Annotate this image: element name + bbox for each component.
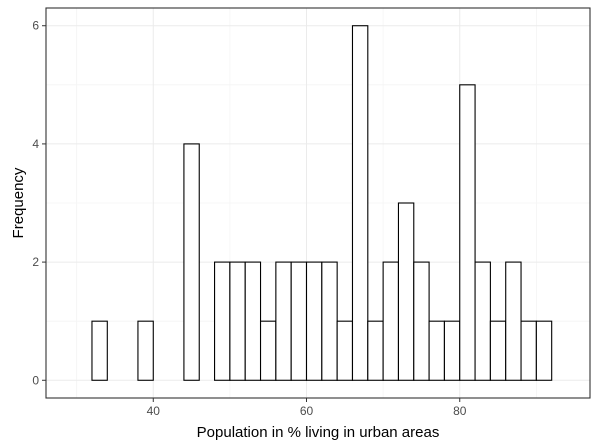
histogram-bar <box>428 320 445 381</box>
y-tick-label: 0 <box>32 373 39 387</box>
y-tick-label: 4 <box>32 137 39 151</box>
x-axis-title: Population in % living in urban areas <box>197 424 440 441</box>
histogram-bar <box>489 320 507 381</box>
histogram-bar <box>443 320 461 381</box>
histogram-bar <box>336 320 354 381</box>
histogram-bar <box>397 202 415 381</box>
histogram-bar <box>535 320 553 381</box>
histogram-bar <box>505 261 522 381</box>
y-tick-label: 6 <box>32 19 39 33</box>
histogram-bar <box>244 261 262 381</box>
ticks-layer: 40 60 80 0 2 4 6 <box>32 19 466 418</box>
bars-layer <box>91 25 553 381</box>
x-tick-label: 80 <box>453 404 467 418</box>
histogram-bar <box>321 261 338 381</box>
panel-border <box>45 7 591 399</box>
histogram-bar <box>183 143 200 381</box>
histogram-bar <box>214 261 231 381</box>
histogram-bar <box>259 320 277 381</box>
histogram-bar <box>305 261 323 381</box>
x-tick-label: 60 <box>300 404 314 418</box>
histogram-bar <box>520 320 537 381</box>
histogram-bar <box>275 261 292 381</box>
histogram-bar <box>382 261 400 381</box>
histogram-bar <box>474 261 491 381</box>
histogram-bar <box>351 25 369 381</box>
histogram-bar <box>290 261 308 381</box>
x-tick-label: 40 <box>147 404 161 418</box>
histogram-bar <box>137 320 154 381</box>
histogram-bar <box>229 261 246 381</box>
histogram-bar <box>91 320 108 381</box>
y-tick-label: 2 <box>32 255 39 269</box>
histogram-bar <box>413 261 430 381</box>
histogram-bar <box>459 84 476 381</box>
histogram-bar <box>367 320 384 381</box>
y-axis-title: Frequency <box>10 167 27 238</box>
